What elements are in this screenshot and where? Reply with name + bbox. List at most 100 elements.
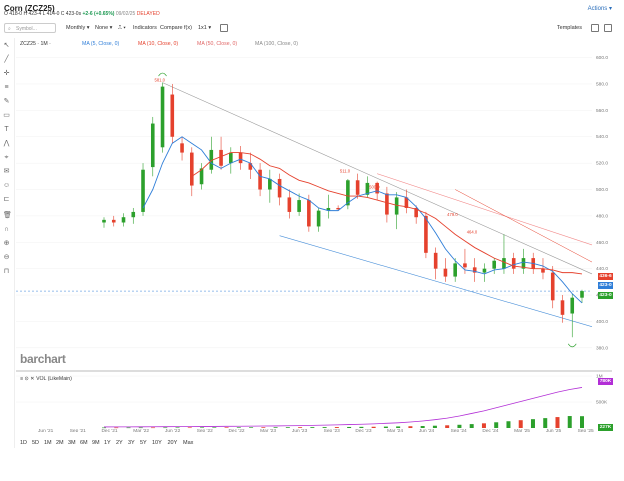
timeframe-button-3y[interactable]: 3Y — [128, 440, 135, 446]
timeframe-button-20y[interactable]: 20Y — [167, 440, 178, 446]
volume-badge-line: 780K — [598, 378, 613, 385]
timeframe-button-10y[interactable]: 10Y — [152, 440, 162, 446]
volume-bar — [249, 427, 254, 428]
templates-button[interactable]: Templates — [556, 25, 582, 31]
actions-menu[interactable]: Actions ▾ — [588, 5, 612, 12]
candle-body — [453, 263, 457, 277]
candle-body — [268, 178, 272, 190]
high-annotation: 464.0 — [467, 229, 478, 234]
layout-dropdown[interactable]: 1x1 ▾ — [198, 25, 212, 31]
time-axis-label: Jun '22 — [165, 428, 181, 432]
timeframe-button-2y[interactable]: 2Y — [116, 440, 123, 446]
ma50-legend[interactable]: MA (50, Close, 0) — [197, 41, 238, 47]
trash-icon[interactable]: 🗑 — [3, 212, 12, 219]
ma100-legend[interactable]: MA (100, Close, 0) — [255, 41, 298, 47]
swing-high-marker — [158, 72, 167, 77]
pattern-tool-icon[interactable]: ⋀ — [3, 140, 10, 147]
layout-label: 1x1 — [198, 25, 207, 31]
timeframe-button-5y[interactable]: 5Y — [140, 440, 147, 446]
indicators-button[interactable]: Indicators — [133, 25, 157, 31]
none-label: None — [95, 25, 109, 31]
quote-status: DELAYED — [136, 11, 160, 17]
candle-body — [394, 197, 399, 215]
ruler-icon[interactable]: ⊏ — [3, 196, 10, 203]
candle-body — [502, 258, 506, 269]
annotation-icon[interactable]: ✉ — [3, 168, 10, 175]
timeframe-button-2m[interactable]: 2M — [56, 440, 64, 446]
candle-body — [482, 268, 487, 273]
high-annotation: 511.0 — [340, 169, 351, 174]
lock-icon[interactable]: ⊓ — [3, 268, 10, 275]
candle-body — [102, 219, 106, 223]
ma10-legend[interactable]: MA (10, Close, 0) — [138, 41, 179, 47]
time-axis-label: Dec '22 — [228, 428, 244, 432]
volume-chart[interactable]: 1M 500K Jun '21 Sep '21 Dec '21 Mar '22 Jun '… — [16, 372, 612, 432]
timeframe-button-9m[interactable]: 9M — [92, 440, 100, 446]
candle-body — [414, 207, 418, 218]
timeframe-button-1m[interactable]: 1M — [44, 440, 52, 446]
settings-icon[interactable] — [591, 24, 599, 32]
magnet-icon[interactable]: ∩ — [3, 226, 10, 233]
text-tool-icon[interactable]: T — [4, 126, 9, 133]
fx-button[interactable]: f(x) — [184, 25, 192, 31]
time-axis-label: Sep '21 — [70, 428, 86, 432]
timeframe-button-1y[interactable]: 1Y — [104, 440, 111, 446]
volume-bar — [543, 418, 548, 428]
volume-bar — [359, 426, 364, 428]
zoom-in-icon[interactable]: ⊕ — [3, 240, 10, 247]
candle-body — [492, 260, 497, 269]
candle-body — [472, 267, 477, 273]
barchart-watermark: barchart — [20, 352, 66, 366]
line-tool-icon[interactable]: ╱ — [4, 56, 9, 63]
time-axis-label: Jun '21 — [38, 428, 54, 432]
timeframe-button-max[interactable]: Max — [183, 440, 194, 446]
volume-bar — [383, 426, 388, 428]
volume-bar — [224, 427, 229, 428]
price-chart[interactable]: 581.0 511.0 500.0 479.0 464.0 600.0 580.0 560.… — [16, 51, 612, 361]
ma5-legend[interactable]: MA (5, Close, 0) — [82, 41, 120, 47]
candle-body — [287, 197, 292, 212]
emoji-icon[interactable]: ☺ — [3, 182, 11, 189]
timeframe-button-5d[interactable]: 5D — [32, 440, 40, 446]
candle-body — [541, 268, 545, 273]
candle-body — [346, 180, 350, 206]
volume-bar — [567, 416, 572, 428]
pane-separator[interactable] — [16, 370, 612, 372]
crosshair-icon[interactable] — [220, 24, 228, 32]
trendline-blue — [279, 235, 593, 327]
candle-body — [141, 169, 145, 212]
chart-type-dropdown[interactable]: ⎍ ▾ — [118, 25, 126, 31]
page-title: Corn (ZCZ25) — [4, 4, 55, 13]
volume-bar — [273, 427, 278, 428]
symbol-search-input[interactable]: ⌕ Symbol... — [4, 23, 56, 33]
volume-bar — [236, 427, 241, 428]
volume-bar — [322, 427, 327, 428]
fullscreen-icon[interactable] — [604, 24, 612, 32]
none-dropdown[interactable]: None ▾ — [95, 25, 113, 31]
candle-body — [180, 143, 184, 153]
zoom-out-icon[interactable]: ⊖ — [3, 254, 10, 261]
timeframe-button-3m[interactable]: 3M — [68, 440, 76, 446]
quote-line: O 418-0 H 423-4 L 414-0 C 423-0s +2-6 (+… — [4, 11, 160, 17]
time-axis-label: Dec '23 — [355, 428, 371, 432]
volume-bar — [102, 427, 106, 429]
candle-body — [433, 252, 438, 269]
fib-tool-icon[interactable]: ≡ — [4, 84, 9, 91]
timeframe-button-1d[interactable]: 1D — [20, 440, 28, 446]
cursor-icon[interactable]: ↖ — [3, 42, 10, 49]
brush-icon[interactable]: ✎ — [3, 98, 10, 105]
volume-bar — [432, 425, 437, 428]
compare-button[interactable]: Compare — [160, 25, 183, 31]
price-axis-label: 380.0 — [596, 345, 608, 351]
measure-tool-icon[interactable]: ⌖ — [4, 154, 9, 161]
shape-tool-icon[interactable]: ▭ — [3, 112, 10, 119]
timeframe-button-6m[interactable]: 6M — [80, 440, 88, 446]
volume-bar — [555, 417, 560, 428]
interval-dropdown[interactable]: Monthly ▾ — [66, 25, 90, 31]
crosshair-tool-icon[interactable]: ✛ — [3, 70, 10, 77]
price-axis-label: 460.0 — [596, 240, 608, 246]
volume-bar — [494, 422, 499, 428]
volume-legend-label[interactable]: VOL (LikeMain) — [36, 376, 72, 382]
time-axis-label: Sep '25 — [578, 428, 594, 432]
time-axis-label: Sep '24 — [451, 428, 467, 432]
